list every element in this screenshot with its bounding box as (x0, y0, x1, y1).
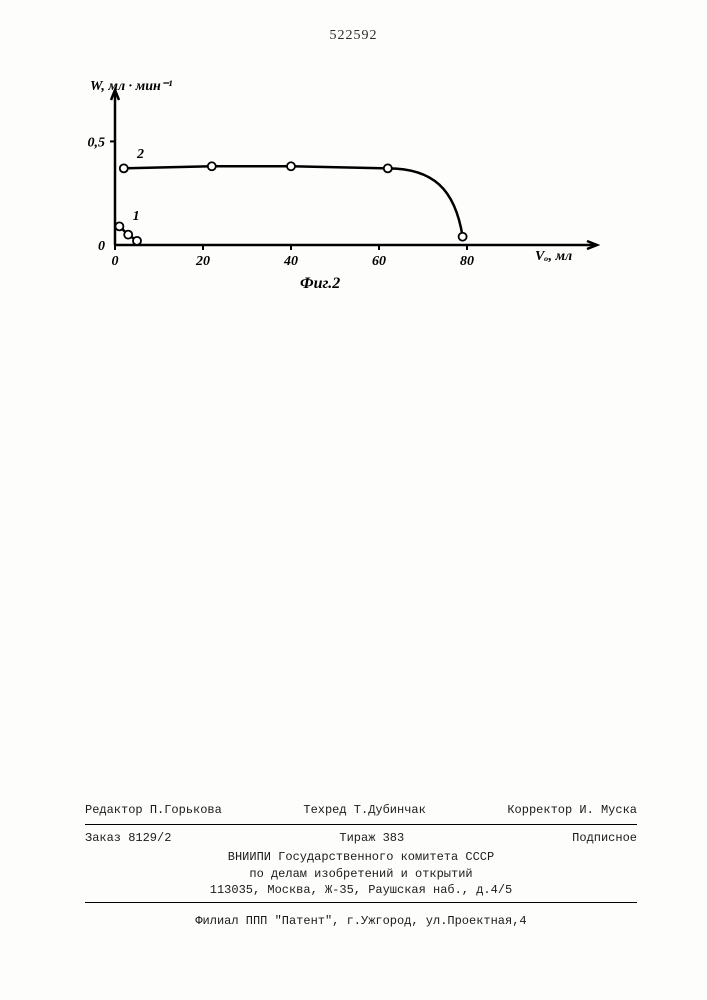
order: Заказ 8129/2 (85, 830, 171, 847)
svg-text:0: 0 (98, 239, 105, 254)
svg-text:1: 1 (133, 209, 140, 224)
org-line-1: ВНИИПИ Государственного комитета СССР (85, 849, 637, 866)
corrector: Корректор И. Муска (507, 802, 637, 819)
footer-credits-row: Редактор П.Горькова Техред Т.Дубинчак Ко… (85, 800, 637, 821)
svg-text:2: 2 (136, 147, 144, 162)
svg-text:60: 60 (372, 254, 386, 269)
page-number: 522592 (330, 28, 378, 44)
page: 522592 W, мл · мин⁻¹ 02040608000,5 12 Vₒ… (0, 0, 707, 1000)
techred: Техред Т.Дубинчак (303, 802, 425, 819)
svg-text:0: 0 (112, 254, 119, 269)
chart: 0 20 40 60 80 0 0,5 1 2 Vₒ, мл (75, 85, 615, 285)
svg-text:0,5: 0,5 (88, 135, 106, 150)
figure-caption: Фиг.2 (300, 275, 340, 293)
org-line-2: по делам изобретений и открытий (85, 866, 637, 883)
footer-order-row: Заказ 8129/2 Тираж 383 Подписное (85, 828, 637, 849)
separator (85, 824, 637, 825)
editor: Редактор П.Горькова (85, 802, 222, 819)
svg-text:Vₒ, мл: Vₒ, мл (535, 249, 572, 264)
printer: Филиал ППП "Патент", г.Ужгород, ул.Проек… (85, 913, 637, 930)
podpisnoe: Подписное (572, 830, 637, 847)
footer-block: Редактор П.Горькова Техред Т.Дубинчак Ко… (85, 800, 637, 930)
separator (85, 902, 637, 903)
svg-text:20: 20 (195, 254, 210, 269)
svg-text:40: 40 (283, 254, 298, 269)
tirazh: Тираж 383 (339, 830, 404, 847)
address: 113035, Москва, Ж-35, Раушская наб., д.4… (85, 882, 637, 899)
chart-svg: 0 20 40 60 80 0 0,5 1 2 Vₒ, мл (75, 85, 615, 285)
svg-text:80: 80 (460, 254, 474, 269)
